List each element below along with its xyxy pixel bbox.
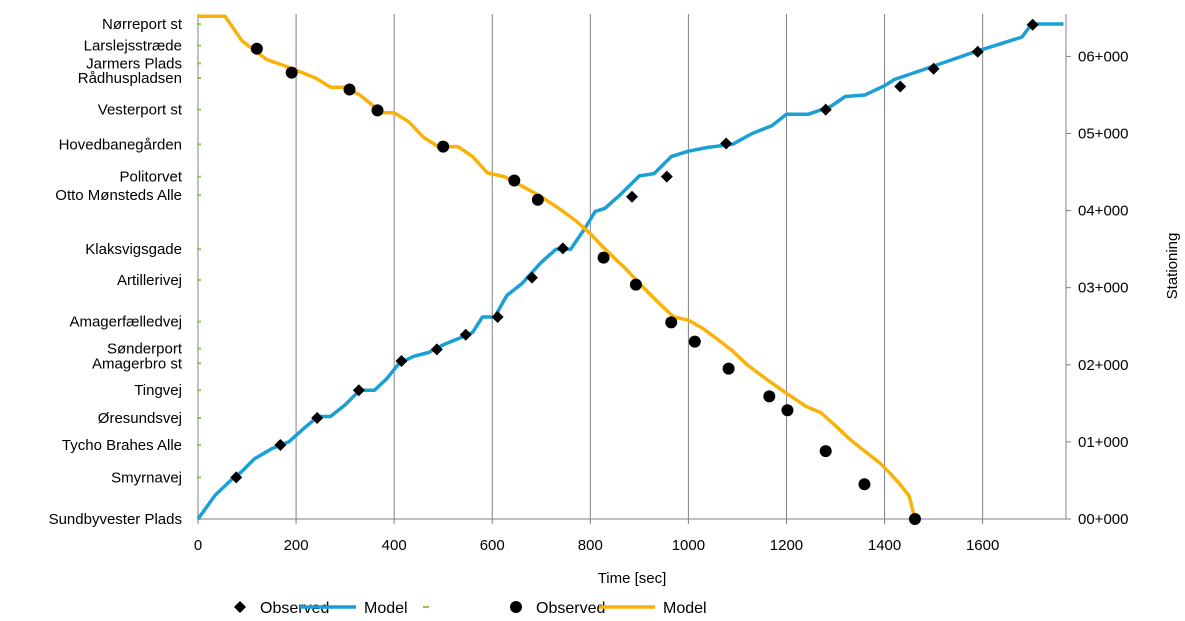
observed-circle-point — [343, 83, 356, 96]
right-y-tick-label: 02+000 — [1078, 357, 1128, 374]
observed-circle-point — [250, 42, 263, 55]
observed-circle-point — [908, 513, 921, 525]
observed-diamond-point — [894, 80, 907, 93]
observed-circle-point — [531, 193, 544, 206]
observed-circle-point — [781, 404, 794, 417]
x-tick-label: 200 — [284, 537, 309, 554]
x-axis-ticks: 0 200 400 600 800 1000 1200 1400 1600 — [194, 519, 999, 554]
observed-circle-point — [437, 140, 450, 153]
model-line-series-1 — [196, 22, 1064, 521]
legend-diamond-marker — [234, 601, 246, 613]
observed-circle-point — [763, 390, 776, 403]
legend-label: Observed — [536, 600, 605, 617]
right-y-axis-ticks: 00+000 01+000 02+000 03+000 04+000 05+000 06+0… — [1066, 48, 1128, 528]
station-labels: Sundbyvester Plads Smyrnavej Tycho Brahes … — [49, 16, 201, 528]
x-tick-label: 800 — [578, 537, 603, 554]
observed-circle-point — [688, 335, 701, 348]
observed-diamond-point — [525, 271, 538, 284]
station-label: Hovedbanegården — [59, 136, 182, 153]
grid-lines — [295, 14, 984, 519]
observed-diamond-point — [230, 471, 243, 484]
observed-diamond-point — [311, 412, 324, 424]
observed-circle-point — [629, 278, 642, 291]
x-tick-label: 1000 — [672, 537, 705, 554]
model-line-series-3 — [198, 14, 917, 520]
observed-diamond-point — [927, 62, 940, 75]
series-layer — [196, 14, 1064, 525]
station-label: Sundbyvester Plads — [49, 511, 182, 528]
observed-diamond-point — [626, 190, 638, 203]
observed-diamond-point — [660, 170, 673, 183]
station-label: Otto Mønsteds Alle — [55, 187, 182, 204]
observed-circle-point — [597, 251, 610, 264]
station-label: Vesterport st — [98, 102, 183, 119]
x-tick-label: 400 — [382, 537, 407, 554]
station-label: Rådhuspladsen — [78, 70, 182, 87]
observed-diamond-point — [274, 438, 287, 451]
station-label: Tingvej — [134, 382, 182, 399]
station-label: Nørreport st — [102, 16, 183, 33]
station-label: Tycho Brahes Alle — [62, 437, 182, 454]
right-y-tick-label: 06+000 — [1078, 48, 1128, 65]
observed-circle-point — [665, 316, 678, 329]
observed-circle-point — [285, 66, 298, 79]
station-label: Amagerbro st — [92, 355, 183, 372]
station-label: Politorvet — [119, 169, 182, 186]
observed-diamond-point — [352, 384, 365, 397]
right-y-tick-label: 05+000 — [1078, 126, 1128, 143]
observed-diamond-point — [491, 311, 504, 323]
legend: Observed Model Observed Model — [234, 600, 707, 617]
x-tick-label: 0 — [194, 537, 202, 554]
right-y-tick-label: 04+000 — [1078, 203, 1128, 220]
legend-circle-marker — [510, 601, 522, 613]
observed-circle-point — [858, 478, 871, 491]
legend-label: Model — [663, 600, 707, 617]
station-label: Øresundsvej — [98, 410, 182, 427]
legend-label: Model — [364, 600, 408, 617]
observed-diamond-point — [971, 45, 984, 58]
right-y-tick-label: 00+000 — [1078, 511, 1128, 528]
right-y-axis-title: Stationing — [1164, 233, 1181, 300]
observed-circle-point — [722, 362, 735, 375]
observed-diamond-point — [720, 137, 733, 150]
observed-diamond-point — [556, 242, 569, 255]
station-label: Artillerivej — [117, 272, 182, 289]
x-tick-label: 1600 — [966, 537, 999, 554]
station-label: Amagerfælledvej — [69, 314, 182, 331]
right-y-tick-label: 01+000 — [1078, 434, 1128, 451]
observed-diamond-point — [459, 328, 472, 341]
observed-diamond-point — [819, 103, 832, 116]
observed-diamond-point — [1026, 18, 1039, 31]
station-label: Sønderport — [107, 341, 183, 358]
legend-label: Observed — [260, 600, 329, 617]
right-y-tick-label: 03+000 — [1078, 280, 1128, 297]
x-tick-label: 1200 — [770, 537, 803, 554]
station-label: Jarmers Plads — [86, 55, 182, 72]
observed-circle-point — [819, 445, 832, 458]
station-label: Smyrnavej — [111, 469, 182, 486]
axes — [197, 14, 1067, 520]
x-tick-label: 1400 — [868, 537, 901, 554]
observed-diamond-point — [430, 343, 443, 356]
observed-circle-point — [371, 104, 384, 117]
x-tick-label: 600 — [480, 537, 505, 554]
x-axis-title: Time [sec] — [598, 570, 667, 587]
observed-diamond-point — [395, 354, 408, 367]
station-label: Larslejsstræde — [84, 38, 182, 55]
observed-circle-point — [508, 174, 521, 187]
station-label: Klaksvigsgade — [85, 241, 182, 258]
